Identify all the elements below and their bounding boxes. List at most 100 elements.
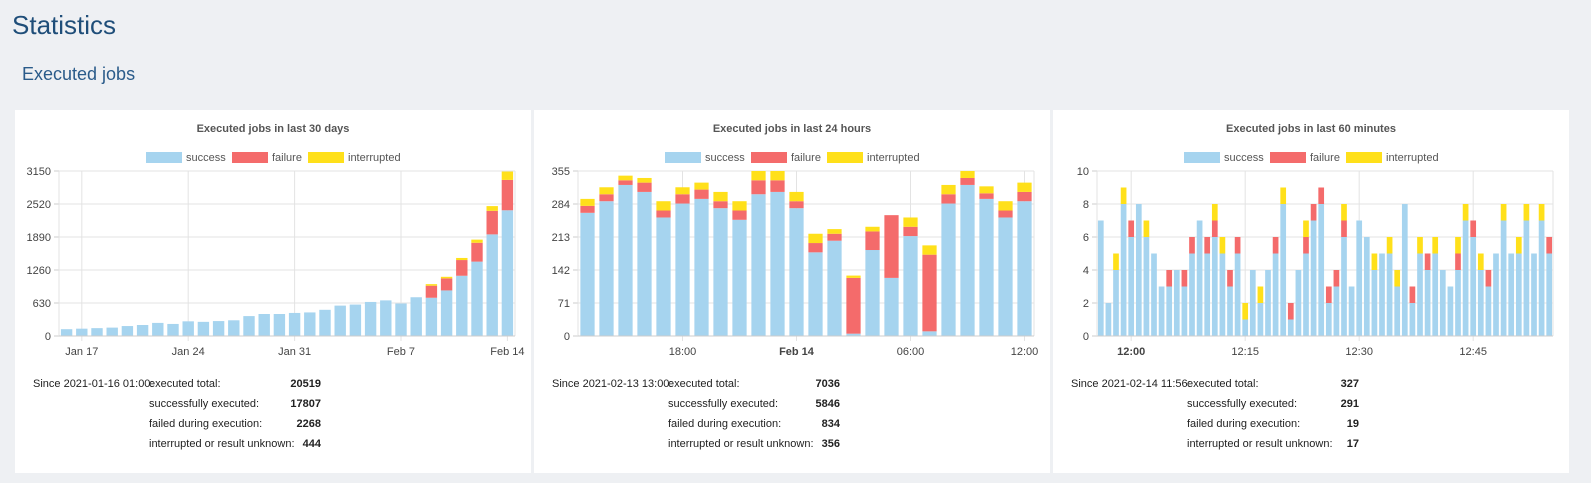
bar-failure[interactable] xyxy=(440,278,453,291)
bar-success[interactable] xyxy=(1017,201,1032,336)
bar-success[interactable] xyxy=(1356,220,1363,337)
bar-success[interactable] xyxy=(1113,270,1119,336)
bar-success[interactable] xyxy=(1280,204,1287,336)
bar-failure[interactable] xyxy=(770,180,785,192)
bar-interrupted[interactable] xyxy=(1242,303,1249,320)
legend-item-interrupted[interactable]: interrupted xyxy=(827,152,920,164)
bar-failure[interactable] xyxy=(656,210,671,218)
bar-failure[interactable] xyxy=(1546,237,1553,254)
bar-success[interactable] xyxy=(1523,220,1530,337)
legend-item-failure[interactable]: failure xyxy=(1270,152,1340,164)
bar-failure[interactable] xyxy=(675,194,690,204)
bar-failure[interactable] xyxy=(884,215,899,278)
bar-success[interactable] xyxy=(637,191,652,336)
bar-success[interactable] xyxy=(1341,237,1347,336)
bar-interrupted[interactable] xyxy=(694,182,709,190)
bar-failure[interactable] xyxy=(1318,187,1325,205)
bar-failure[interactable] xyxy=(1227,270,1233,287)
bar-interrupted[interactable] xyxy=(456,257,468,261)
bar-success[interactable] xyxy=(1455,270,1461,336)
bar-success[interactable] xyxy=(60,329,73,336)
bar-interrupted[interactable] xyxy=(580,198,595,206)
bar-interrupted[interactable] xyxy=(440,276,453,279)
bar-success[interactable] xyxy=(486,234,498,336)
bar-success[interactable] xyxy=(1333,286,1340,337)
bar-success[interactable] xyxy=(1371,270,1378,336)
bar-success[interactable] xyxy=(1189,253,1195,337)
bar-success[interactable] xyxy=(197,321,210,336)
bar-interrupted[interactable] xyxy=(865,226,880,232)
bar-interrupted[interactable] xyxy=(941,184,956,195)
bar-failure[interactable] xyxy=(456,260,468,276)
bar-success[interactable] xyxy=(228,320,240,336)
bar-success[interactable] xyxy=(136,325,149,336)
bar-success[interactable] xyxy=(1515,253,1522,337)
bar-interrupted[interactable] xyxy=(827,229,842,234)
bar-failure[interactable] xyxy=(486,210,498,235)
bar-success[interactable] xyxy=(960,184,975,336)
bar-success[interactable] xyxy=(1546,253,1553,337)
bar-success[interactable] xyxy=(1447,286,1454,337)
bar-success[interactable] xyxy=(1508,253,1515,337)
bar-interrupted[interactable] xyxy=(1462,204,1469,221)
bar-interrupted[interactable] xyxy=(1394,270,1401,287)
bar-success[interactable] xyxy=(694,198,709,336)
bar-success[interactable] xyxy=(827,240,842,336)
bar-success[interactable] xyxy=(1424,270,1431,336)
bar-interrupted[interactable] xyxy=(618,175,633,181)
bar-success[interactable] xyxy=(789,208,804,336)
bar-interrupted[interactable] xyxy=(486,206,498,211)
bar-success[interactable] xyxy=(1166,286,1173,337)
bar-success[interactable] xyxy=(1196,220,1203,337)
bar-success[interactable] xyxy=(319,309,331,336)
bar-success[interactable] xyxy=(1538,220,1545,337)
bar-interrupted[interactable] xyxy=(1143,220,1150,238)
legend-item-interrupted[interactable]: interrupted xyxy=(308,152,401,164)
bar-interrupted[interactable] xyxy=(656,201,671,211)
bar-interrupted[interactable] xyxy=(1120,187,1127,205)
bar-failure[interactable] xyxy=(1287,303,1294,320)
bar-interrupted[interactable] xyxy=(960,171,975,178)
bar-failure[interactable] xyxy=(979,193,994,199)
bar-interrupted[interactable] xyxy=(1303,220,1309,238)
bar-failure[interactable] xyxy=(1325,286,1332,304)
bar-interrupted[interactable] xyxy=(1211,204,1218,221)
bar-failure[interactable] xyxy=(998,210,1013,218)
bar-success[interactable] xyxy=(182,321,194,336)
bar-failure[interactable] xyxy=(922,254,937,332)
bar-failure[interactable] xyxy=(903,226,918,237)
bar-failure[interactable] xyxy=(827,233,842,241)
bar-success[interactable] xyxy=(1135,204,1142,336)
bar-success[interactable] xyxy=(979,198,994,336)
bar-interrupted[interactable] xyxy=(732,201,747,211)
bar-failure[interactable] xyxy=(1341,220,1347,238)
bar-failure[interactable] xyxy=(1333,270,1340,287)
bar-failure[interactable] xyxy=(471,242,483,262)
bar-interrupted[interactable] xyxy=(713,191,728,202)
bar-interrupted[interactable] xyxy=(471,239,483,243)
bar-failure[interactable] xyxy=(599,194,614,202)
bar-success[interactable] xyxy=(941,203,956,336)
bar-success[interactable] xyxy=(501,210,514,336)
bar-success[interactable] xyxy=(1265,270,1271,336)
bar-failure[interactable] xyxy=(1189,237,1195,254)
bar-interrupted[interactable] xyxy=(599,187,614,195)
bar-failure[interactable] xyxy=(637,182,652,192)
bar-failure[interactable] xyxy=(1204,237,1211,254)
bar-failure[interactable] xyxy=(1310,204,1317,221)
bar-failure[interactable] xyxy=(1470,220,1477,238)
bar-success[interactable] xyxy=(1219,253,1226,337)
bar-success[interactable] xyxy=(471,261,483,336)
bar-failure[interactable] xyxy=(1181,270,1188,287)
bar-success[interactable] xyxy=(922,331,937,336)
bar-success[interactable] xyxy=(334,305,346,336)
bar-success[interactable] xyxy=(884,277,899,336)
bar-success[interactable] xyxy=(456,275,468,336)
bar-interrupted[interactable] xyxy=(1017,182,1032,192)
bar-success[interactable] xyxy=(425,297,438,336)
bar-success[interactable] xyxy=(212,321,225,336)
bar-success[interactable] xyxy=(395,303,407,336)
bar-success[interactable] xyxy=(258,314,270,336)
bar-interrupted[interactable] xyxy=(922,245,937,255)
bar-interrupted[interactable] xyxy=(1280,187,1287,205)
